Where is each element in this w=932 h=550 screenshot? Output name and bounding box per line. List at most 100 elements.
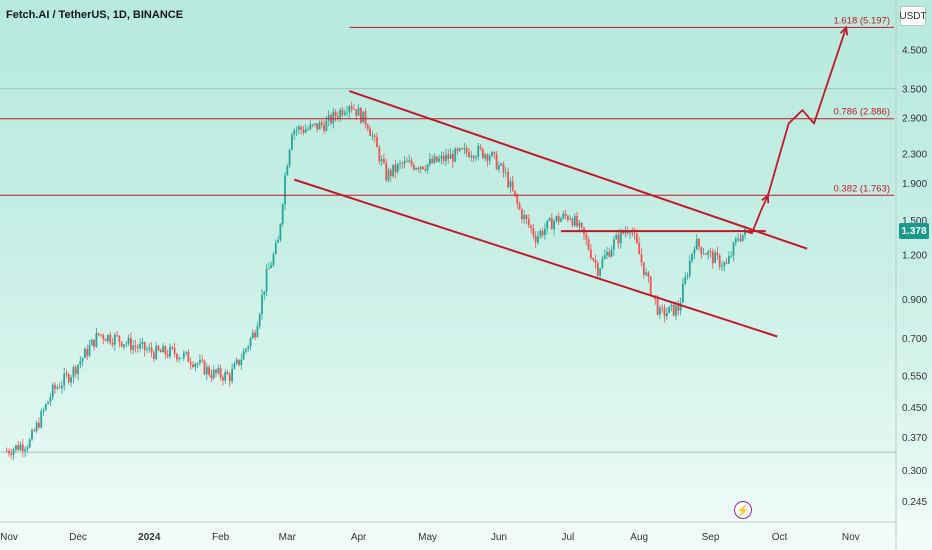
candle-body (155, 345, 158, 360)
candle (272, 251, 275, 268)
candle (647, 270, 650, 283)
candle-body (656, 299, 659, 315)
candle (26, 444, 29, 453)
candle-body (610, 249, 613, 257)
candle-body (169, 347, 171, 357)
candle-body (208, 366, 210, 375)
candle (141, 338, 144, 350)
candle (15, 444, 17, 453)
candle (104, 338, 107, 342)
candle-body (613, 239, 615, 250)
candle-body (251, 332, 254, 339)
candle-body (291, 134, 293, 150)
candle-body (590, 249, 592, 259)
candle (320, 119, 323, 129)
y-tick-label: 3.500 (902, 84, 927, 95)
candle-body (242, 351, 245, 360)
candle-body (136, 346, 139, 349)
candle-body (88, 345, 91, 356)
candle (587, 236, 590, 251)
candle (192, 361, 194, 369)
candle-body (337, 116, 339, 118)
candle-body (504, 172, 507, 173)
candle (222, 374, 224, 386)
candle (49, 393, 52, 406)
candle (502, 161, 505, 178)
candle (728, 251, 730, 265)
candle (668, 306, 670, 314)
candle-body (84, 348, 86, 358)
candle-body (622, 230, 624, 234)
candle (153, 350, 155, 362)
fib-level-label: 0.382 (1.763) (833, 183, 890, 194)
candle (649, 275, 652, 297)
candle-body (141, 341, 144, 344)
chart-title: Fetch.AI / TetherUS, 1D, BINANCE (6, 9, 184, 21)
candle (424, 165, 427, 173)
candle-body (684, 276, 687, 284)
candle (380, 155, 383, 167)
candle-body (327, 114, 330, 121)
candle-body (679, 302, 682, 311)
fib-level-label: 1.618 (5.197) (833, 15, 890, 26)
candle (127, 334, 130, 347)
candle (484, 152, 486, 162)
candle (203, 359, 206, 376)
candle (721, 260, 723, 272)
candle-body (615, 234, 618, 240)
candle (594, 254, 597, 270)
candle-body (341, 109, 344, 115)
candle-body (532, 228, 535, 236)
candle (185, 351, 187, 356)
candle (245, 347, 247, 355)
candle (109, 331, 112, 346)
candle (553, 218, 555, 236)
candle (24, 446, 26, 458)
candle-body (389, 169, 392, 177)
candle-body (277, 240, 279, 244)
candle-body (104, 339, 107, 342)
candle-body (134, 345, 137, 347)
candle (61, 380, 63, 394)
candle-body (665, 313, 668, 317)
candle-body (21, 444, 24, 452)
candle (596, 260, 599, 279)
candle-body (212, 369, 215, 379)
candle (12, 447, 15, 460)
candle-body (521, 209, 523, 220)
candle-body (550, 217, 553, 230)
candle (458, 147, 461, 153)
candle (314, 123, 316, 128)
candle (123, 344, 125, 351)
candle-body (40, 411, 43, 428)
candle (585, 229, 588, 246)
candle (640, 248, 643, 267)
currency-unit-button[interactable]: USDT (899, 6, 927, 26)
candle-body (148, 347, 151, 350)
candle-body (270, 265, 273, 269)
candle (433, 153, 436, 165)
lightning-icon[interactable]: ⚡ (734, 501, 752, 519)
candle-body (123, 344, 125, 347)
candle (412, 162, 415, 172)
candle (212, 365, 215, 380)
candle-body (707, 251, 710, 255)
candle (548, 216, 551, 222)
candle-body (194, 363, 197, 367)
candle-body (514, 190, 516, 196)
candle-body (150, 347, 153, 353)
candle (72, 365, 75, 384)
candle (295, 126, 298, 136)
candle-body (599, 268, 601, 276)
candle-body (638, 243, 641, 255)
candle-body (486, 154, 489, 161)
candle-body (596, 263, 599, 276)
candle-body (396, 164, 399, 172)
candle-body (408, 160, 411, 162)
candle-body (562, 213, 565, 219)
candle (544, 223, 546, 240)
candle (472, 154, 475, 163)
candle-body (364, 111, 367, 125)
candle (716, 246, 719, 261)
candle-body (139, 343, 141, 349)
